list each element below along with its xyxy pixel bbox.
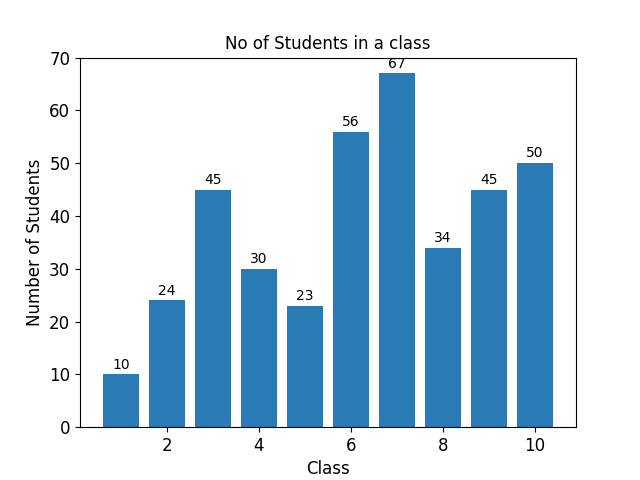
Title: No of Students in a class: No of Students in a class bbox=[225, 35, 431, 53]
Bar bbox=[287, 306, 323, 427]
Text: 50: 50 bbox=[526, 146, 544, 160]
Bar bbox=[333, 132, 369, 427]
Bar bbox=[195, 190, 232, 427]
Text: 34: 34 bbox=[435, 231, 452, 245]
Bar bbox=[424, 248, 461, 427]
Text: 45: 45 bbox=[204, 173, 221, 187]
Y-axis label: Number of Students: Number of Students bbox=[26, 159, 44, 326]
Bar bbox=[241, 269, 277, 427]
Text: 30: 30 bbox=[250, 252, 268, 266]
Bar bbox=[470, 190, 508, 427]
Bar bbox=[148, 300, 186, 427]
Text: 23: 23 bbox=[296, 289, 314, 303]
X-axis label: Class: Class bbox=[306, 460, 350, 479]
Text: 67: 67 bbox=[388, 57, 406, 71]
Bar bbox=[379, 73, 415, 427]
Bar bbox=[102, 374, 140, 427]
Text: 45: 45 bbox=[480, 173, 498, 187]
Text: 56: 56 bbox=[342, 115, 360, 129]
Text: 24: 24 bbox=[158, 284, 176, 298]
Text: 10: 10 bbox=[112, 358, 130, 372]
Bar bbox=[516, 163, 554, 427]
